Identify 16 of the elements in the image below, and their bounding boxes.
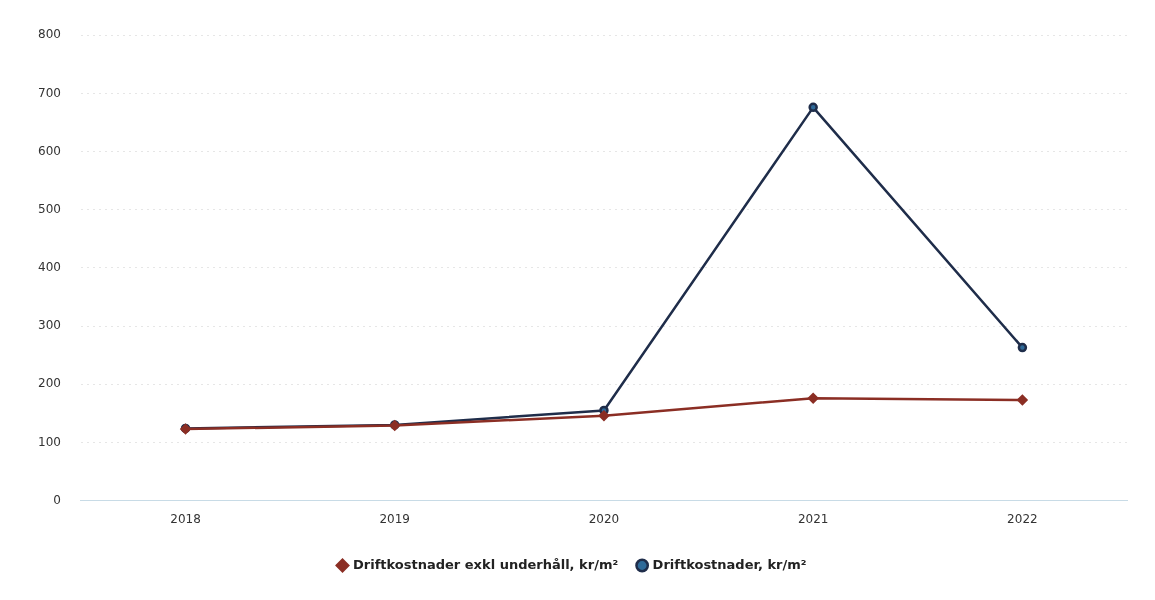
- y-tick-label: 200: [38, 376, 61, 391]
- x-tick-label: 2022: [1007, 511, 1038, 526]
- y-tick-label: 800: [38, 27, 61, 42]
- x-tick-label: 2018: [170, 511, 201, 526]
- y-tick-label: 100: [38, 434, 61, 449]
- y-tick-label: 300: [38, 318, 61, 333]
- x-tick-label: 2021: [797, 511, 829, 526]
- y-tick-label: 600: [38, 143, 61, 158]
- y-tick-label: 400: [38, 260, 61, 275]
- y-tick-label: 500: [38, 201, 61, 216]
- legend-label: Driftkostnader, kr/m²: [652, 556, 807, 572]
- y-tick-label: 700: [38, 85, 61, 100]
- x-tick-label: 2020: [588, 511, 620, 526]
- y-tick-label: 0: [53, 492, 61, 507]
- x-tick-label: 2019: [379, 511, 411, 526]
- legend-label: Driftkostnader exkl underhåll, kr/m²: [353, 556, 619, 572]
